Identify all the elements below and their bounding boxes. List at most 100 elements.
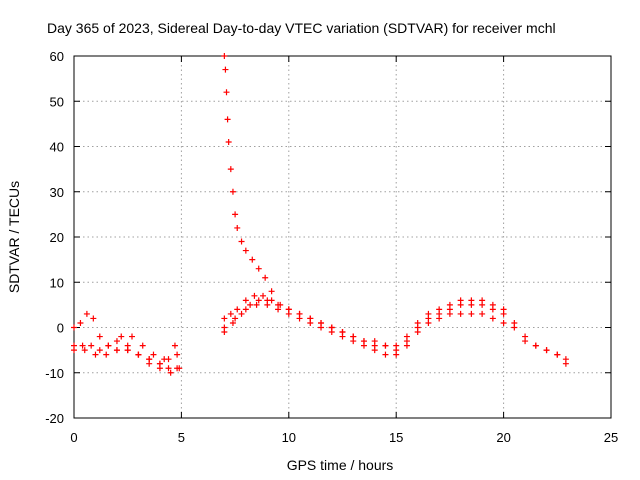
y-tick-label: 10 xyxy=(50,275,64,290)
data-point xyxy=(382,342,389,349)
data-point xyxy=(105,342,112,349)
data-point xyxy=(242,247,249,254)
series-track-spike xyxy=(221,53,275,295)
data-point xyxy=(382,351,389,358)
data-point xyxy=(554,351,561,358)
x-tick-label: 5 xyxy=(178,430,185,445)
data-point xyxy=(90,315,97,322)
y-tick-label: 0 xyxy=(57,321,64,336)
data-point xyxy=(479,310,486,317)
data-point xyxy=(113,338,120,345)
data-point xyxy=(446,310,453,317)
data-point xyxy=(118,333,125,340)
data-point xyxy=(500,310,507,317)
x-tick-label: 15 xyxy=(389,430,403,445)
data-point xyxy=(255,265,262,272)
data-point xyxy=(103,351,110,358)
data-point xyxy=(249,256,256,263)
data-point xyxy=(255,297,262,304)
data-point xyxy=(296,315,303,322)
grid xyxy=(74,56,611,418)
data-point xyxy=(457,301,464,308)
data-point xyxy=(360,342,367,349)
data-point xyxy=(247,301,254,308)
data-point xyxy=(479,301,486,308)
y-tick-label: -10 xyxy=(45,366,64,381)
data-point xyxy=(227,310,234,317)
x-tick-label: 20 xyxy=(496,430,510,445)
series-track-day-c xyxy=(221,301,507,358)
data-point xyxy=(468,301,475,308)
data-point xyxy=(165,365,172,372)
data-point xyxy=(229,188,236,195)
data-point xyxy=(88,342,95,349)
data-point xyxy=(150,351,157,358)
data-point xyxy=(489,315,496,322)
data-point xyxy=(436,315,443,322)
data-point xyxy=(251,292,258,299)
data-point xyxy=(221,315,228,322)
data-point xyxy=(223,89,230,96)
data-point xyxy=(71,347,77,354)
data-point xyxy=(242,297,249,304)
data-point xyxy=(81,347,88,354)
data-point xyxy=(234,306,241,313)
data-point xyxy=(222,66,229,73)
data-point xyxy=(232,315,239,322)
data-point xyxy=(96,347,103,354)
data-point xyxy=(161,356,168,363)
data-point xyxy=(174,351,181,358)
y-tick-label: 30 xyxy=(50,185,64,200)
y-tick-label: -20 xyxy=(45,411,64,426)
data-point xyxy=(71,324,77,331)
data-point xyxy=(124,347,131,354)
series-track-early-short xyxy=(118,333,178,363)
data-point xyxy=(500,319,507,326)
data-point xyxy=(511,324,518,331)
data-point xyxy=(238,238,245,245)
data-point xyxy=(77,319,84,326)
data-point xyxy=(83,310,90,317)
chart-title: Day 365 of 2023, Sidereal Day-to-day VTE… xyxy=(47,20,556,36)
data-point xyxy=(318,324,325,331)
data-point xyxy=(225,138,232,145)
data-point xyxy=(393,351,400,358)
data-point xyxy=(339,333,346,340)
y-tick-label: 50 xyxy=(50,94,64,109)
data-point xyxy=(176,365,183,372)
data-point xyxy=(221,53,228,59)
x-tick-label: 25 xyxy=(604,430,618,445)
data-point xyxy=(146,360,153,367)
data-point xyxy=(224,116,231,123)
data-point xyxy=(156,365,163,372)
data-point xyxy=(92,351,99,358)
data-point xyxy=(79,342,86,349)
data-point xyxy=(113,347,120,354)
data-point xyxy=(371,347,378,354)
series-track-early-mid xyxy=(71,338,181,372)
data-point xyxy=(229,319,236,326)
data-point xyxy=(268,288,275,295)
y-tick-label: 20 xyxy=(50,230,64,245)
y-axis-label: SDTVAR / TECUs xyxy=(6,181,22,293)
data-point xyxy=(522,338,529,345)
y-axis-ticks: 60 50 40 30 20 10 0 -10 -20 xyxy=(45,49,611,426)
data-point xyxy=(253,301,260,308)
data-point xyxy=(260,292,267,299)
series-track-day-b xyxy=(221,297,569,367)
x-axis-ticks: 0 5 10 15 20 25 xyxy=(70,56,618,445)
data-point xyxy=(221,329,228,336)
data-point xyxy=(96,333,103,340)
data-point xyxy=(562,360,569,367)
x-axis-label: GPS time / hours xyxy=(287,457,394,473)
data-point xyxy=(457,310,464,317)
data-point xyxy=(275,306,282,313)
y-tick-label: 60 xyxy=(50,49,64,64)
data-point xyxy=(167,369,174,376)
data-point xyxy=(328,329,335,336)
data-marks xyxy=(71,53,569,376)
data-point xyxy=(532,342,539,349)
data-point xyxy=(135,351,142,358)
data-point xyxy=(285,310,292,317)
data-point xyxy=(403,342,410,349)
